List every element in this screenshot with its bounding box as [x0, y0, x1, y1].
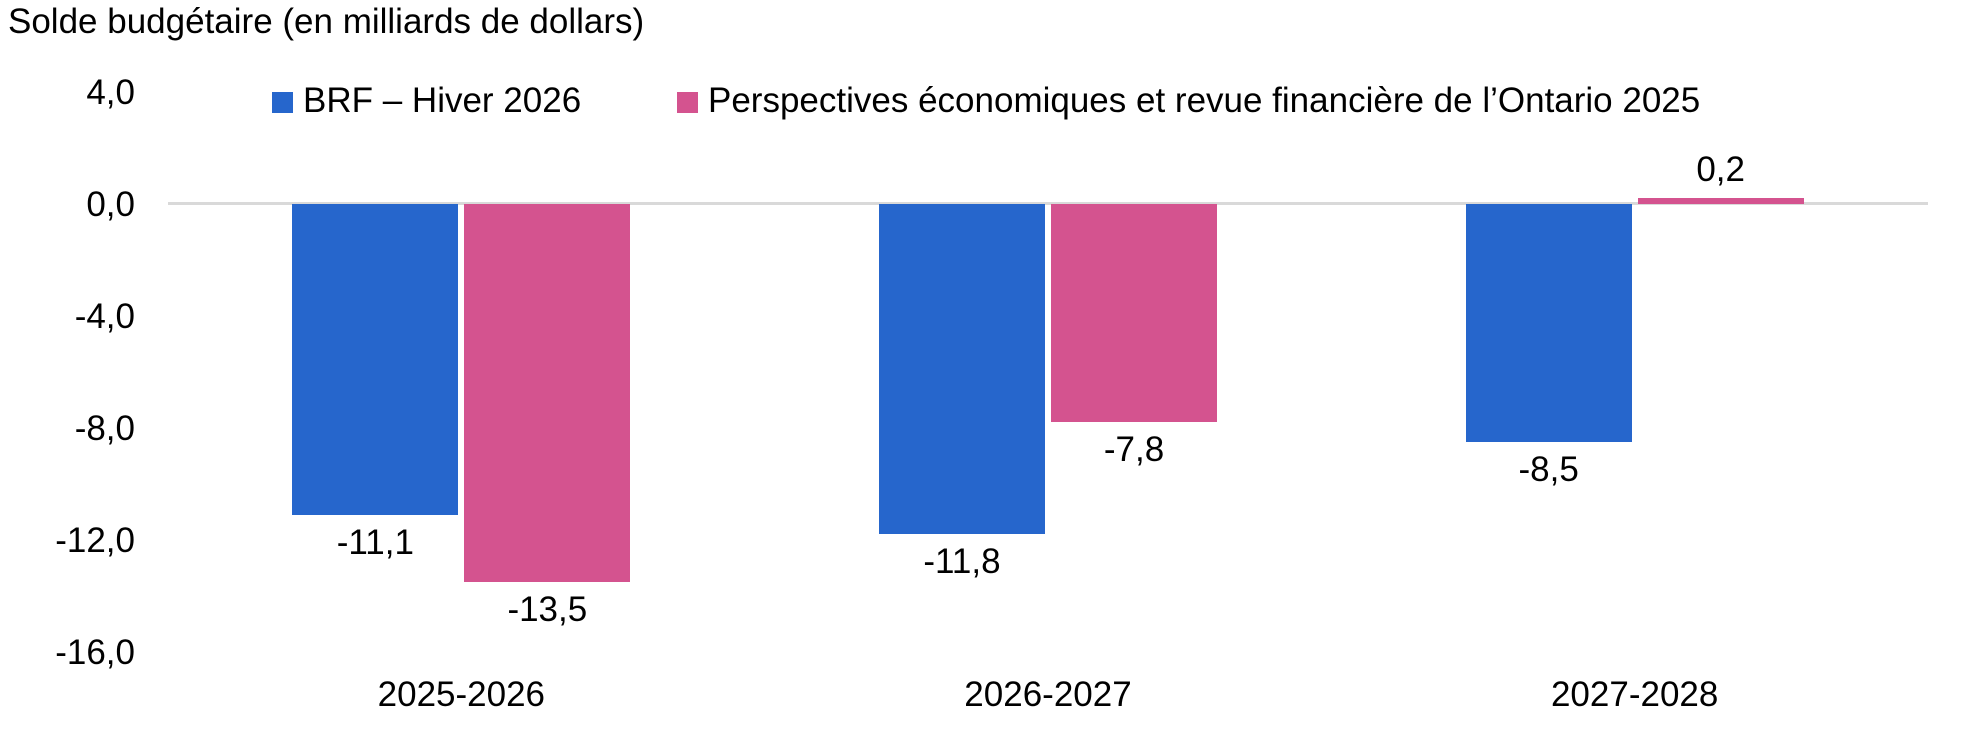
chart-title: Solde budgétaire (en milliards de dollar… [8, 2, 645, 41]
y-tick-label: 0,0 [86, 184, 135, 224]
bar-perspectives-2025-2026 [464, 204, 631, 582]
y-tick-label: -8,0 [74, 408, 135, 448]
bar-perspectives-2027-2028 [1637, 198, 1804, 204]
bar-brf-2026-2027 [879, 204, 1045, 535]
bar-brf-2025-2026 [292, 204, 459, 515]
legend-item-perspectives-2025: Perspectives économiques et revue financ… [677, 80, 1700, 121]
zero-gridline [168, 202, 1928, 205]
legend-label-brf: BRF – Hiver 2026 [303, 81, 582, 120]
bar-brf-2027-2028 [1465, 204, 1632, 442]
y-tick-label: -16,0 [55, 632, 135, 672]
category-label: 2027-2028 [1550, 675, 1719, 714]
bar-perspectives-2026-2027 [1051, 204, 1217, 423]
bar-value-label: -13,5 [507, 590, 588, 629]
legend-swatch-pink-icon [677, 92, 698, 113]
y-tick-label: -4,0 [74, 296, 135, 336]
bar-value-label: -7,8 [1103, 430, 1165, 470]
bar-value-label: -11,8 [923, 542, 1001, 582]
bar-value-label: 0,2 [1696, 150, 1745, 190]
legend-item-brf-hiver-2026: BRF – Hiver 2026 [272, 80, 581, 121]
y-tick-label: -12,0 [55, 520, 135, 560]
bar-value-label: -11,1 [336, 522, 414, 562]
category-label: 2025-2026 [377, 675, 546, 714]
category-label: 2026-2027 [964, 675, 1132, 714]
bar-value-label: -8,5 [1518, 450, 1579, 489]
y-tick-label: 4,0 [86, 72, 135, 112]
legend-label-perspectives: Perspectives économiques et revue financ… [708, 81, 1701, 120]
legend-swatch-blue-icon [272, 92, 293, 113]
